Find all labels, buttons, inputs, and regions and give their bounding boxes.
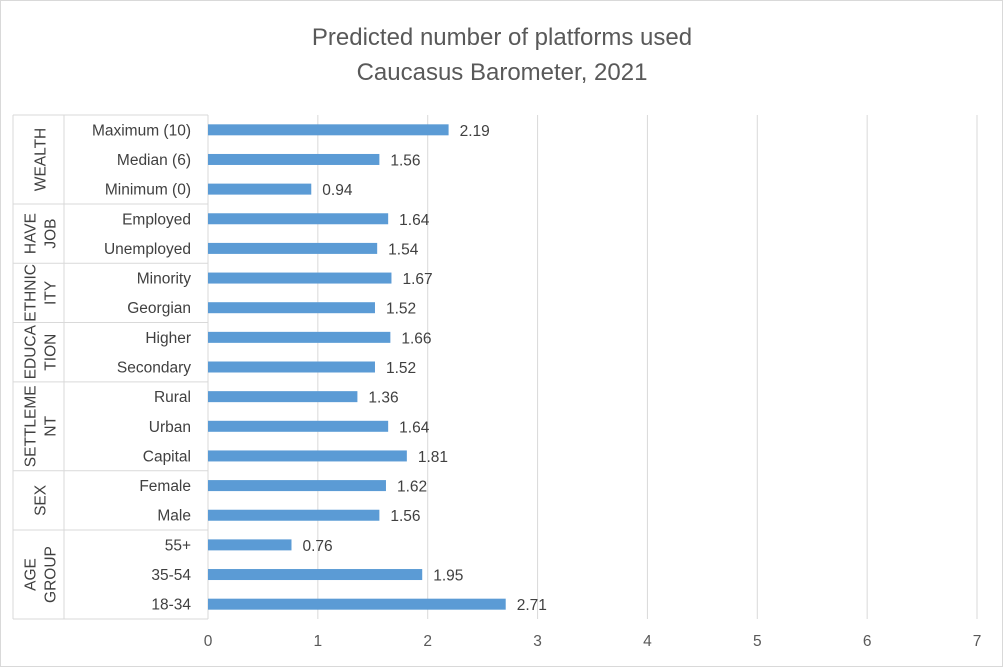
category-label: Median (6)	[117, 152, 191, 169]
category-label: Maximum (10)	[92, 122, 191, 139]
category-label: Higher	[145, 330, 191, 347]
data-label: 1.56	[390, 152, 420, 169]
x-tick-label: 1	[314, 633, 323, 650]
category-label: Unemployed	[104, 241, 191, 258]
chart-title: Predicted number of platforms used	[312, 24, 692, 51]
bar	[208, 124, 449, 136]
bar-layer: 2.19 1.56 0.94 1.64 1.54 1.67 1.52 1.66 1.52 1.36…	[208, 123, 547, 614]
category-label: Rural	[154, 389, 191, 406]
category-label: Urban	[149, 419, 191, 436]
bar	[208, 183, 312, 195]
category-label: Female	[139, 478, 191, 495]
bar	[208, 153, 380, 165]
bar	[208, 598, 506, 610]
group-label-line: WEALTH	[33, 128, 50, 191]
bar	[208, 331, 391, 343]
group-label: WEALTH	[33, 128, 50, 191]
category-label: 18-34	[151, 597, 191, 614]
data-label: 1.64	[399, 419, 430, 436]
bar	[208, 450, 407, 462]
chart-subtitle: Caucasus Barometer, 2021	[357, 59, 648, 86]
category-label: Capital	[143, 448, 191, 465]
grid-layer	[317, 115, 978, 619]
group-label-line: JOB	[43, 219, 60, 249]
bar	[208, 509, 380, 521]
x-tick-label: 2	[423, 633, 432, 650]
bar	[208, 569, 423, 581]
x-tick-label: 5	[753, 633, 762, 650]
group-label: HAVE JOB	[23, 213, 60, 254]
bar	[208, 213, 389, 225]
data-label: 1.66	[401, 330, 431, 347]
category-label: Minimum (0)	[105, 182, 191, 199]
group-label-line: EDUCA	[23, 324, 40, 379]
data-label: 0.76	[302, 538, 332, 555]
category-label: Male	[157, 508, 191, 525]
data-label: 0.94	[322, 182, 353, 199]
data-label: 2.19	[460, 123, 490, 140]
bar	[208, 420, 389, 432]
data-label: 1.54	[388, 241, 419, 258]
bar	[208, 361, 375, 373]
group-label: ETHNIC ITY	[23, 264, 60, 322]
category-label: Employed	[122, 211, 191, 228]
group-label: SEX	[33, 484, 50, 516]
data-label: 1.62	[397, 479, 427, 496]
x-axis-ticks: 0 1 2 3 4 5 6 7	[204, 633, 982, 650]
x-tick-label: 4	[643, 633, 652, 650]
data-label: 1.52	[386, 301, 416, 318]
data-label: 1.95	[433, 568, 463, 585]
bar	[208, 480, 386, 492]
group-label-line: NT	[43, 415, 60, 436]
category-label: 35-54	[151, 567, 191, 584]
bar	[208, 391, 358, 403]
data-label: 1.67	[402, 271, 432, 288]
data-label: 1.52	[386, 360, 416, 377]
group-label-line: TION	[43, 334, 60, 371]
category-label: Secondary	[117, 360, 191, 377]
data-label: 1.36	[368, 390, 398, 407]
group-label-line: AGE	[23, 558, 40, 591]
bar	[208, 272, 392, 284]
group-label-line: ETHNIC	[23, 264, 40, 322]
bar	[208, 242, 378, 254]
data-label: 1.81	[418, 449, 448, 466]
group-label-line: GROUP	[43, 546, 60, 603]
group-label: SETTLEME NT	[23, 385, 60, 467]
category-label: 55+	[165, 537, 191, 554]
x-tick-label: 0	[204, 633, 213, 650]
data-label: 1.56	[390, 508, 420, 525]
category-label: Minority	[137, 271, 192, 288]
data-label: 2.71	[517, 597, 547, 614]
group-label-line: ITY	[43, 281, 60, 305]
x-tick-label: 3	[533, 633, 542, 650]
group-label: AGE GROUP	[23, 546, 60, 603]
bar	[208, 539, 292, 551]
group-label-line: SETTLEME	[23, 385, 40, 467]
group-label-line: HAVE	[23, 213, 40, 254]
x-tick-label: 7	[973, 633, 982, 650]
group-label: EDUCA TION	[23, 324, 60, 379]
data-label: 1.64	[399, 212, 430, 229]
category-label: Georgian	[127, 300, 191, 317]
bar	[208, 302, 375, 314]
group-label-line: SEX	[33, 484, 50, 516]
x-tick-label: 6	[863, 633, 872, 650]
